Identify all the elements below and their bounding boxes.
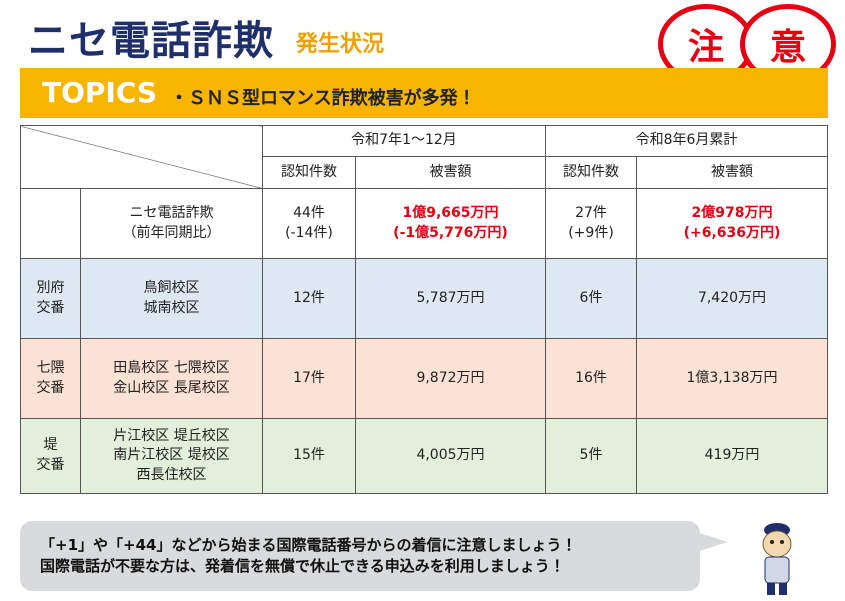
district-cell: 片江校区 堤丘校区 南片江校区 堤校区 西長住校区 xyxy=(80,418,263,494)
cell: 15件 xyxy=(262,418,356,494)
text: 南片江校区 堤校区 xyxy=(113,447,230,464)
cell: 12件 xyxy=(262,258,356,339)
cell: 5,787万円 xyxy=(355,258,546,339)
cell: 4,005万円 xyxy=(355,418,546,494)
total-row: ニセ電話詐欺 （前年同期比） 44件 (-14件) 1億9,665万円 (-1億5,7… xyxy=(20,188,828,259)
cell: 2億978万円 (+6,636万円) xyxy=(636,188,828,259)
column-header: 認知件数 xyxy=(545,156,637,189)
period-header: 令和7年1～12月 xyxy=(262,125,546,157)
total-label: ニセ電話詐欺 （前年同期比） xyxy=(80,188,263,259)
text: 片江校区 堤丘校区 xyxy=(113,427,230,444)
text: (+9件) xyxy=(568,224,614,241)
text: （前年同期比） xyxy=(122,224,221,241)
text: 交番 xyxy=(36,299,65,316)
corner-cell xyxy=(20,125,263,189)
topics-label: TOPICS xyxy=(42,76,158,109)
column-header: 被害額 xyxy=(636,156,828,189)
text: 1億9,665万円 xyxy=(402,204,499,221)
text: 西長住校区 xyxy=(136,466,207,483)
station-cell: 七隈 交番 xyxy=(20,338,81,419)
topics-banner xyxy=(20,68,828,118)
text: 44件 xyxy=(293,204,325,221)
row: 別府 交番 鳥飼校区 城南校区 12件 5,787万円 6件 7,420万円 xyxy=(20,258,828,339)
station-cell: 堤交番 xyxy=(20,418,81,494)
text: 鳥飼校区 xyxy=(143,279,200,296)
cell: 7,420万円 xyxy=(636,258,828,339)
cell: 6件 xyxy=(545,258,637,339)
column-header: 認知件数 xyxy=(262,156,356,189)
cell: 27件 (+9件) xyxy=(545,188,637,259)
row: 堤交番 片江校区 堤丘校区 南片江校区 堤校区 西長住校区 15件 4,005万円 5件 41… xyxy=(20,418,828,494)
district-cell: 鳥飼校区 城南校区 xyxy=(80,258,263,339)
notice-bubble xyxy=(20,521,700,591)
bubble-tail xyxy=(690,530,728,554)
cell: 17件 xyxy=(262,338,356,419)
district-cell: 田島校区 七隈校区 金山校区 長尾校区 xyxy=(80,338,263,419)
text: (-14件) xyxy=(285,224,333,241)
text: 2億978万円 xyxy=(691,204,773,221)
text: 金山校区 長尾校区 xyxy=(113,379,230,396)
cell: 44件 (-14件) xyxy=(262,188,356,259)
cell: 9,872万円 xyxy=(355,338,546,419)
subtitle: 発生状況 xyxy=(296,32,385,57)
text: 交番 xyxy=(36,379,65,396)
text: 城南校区 xyxy=(143,299,200,316)
title: ニセ電話詐欺 xyxy=(28,18,274,64)
text: ニセ電話詐欺 xyxy=(129,204,214,221)
text: 堤 xyxy=(43,437,58,454)
row: 七隈 交番 田島校区 七隈校区 金山校区 長尾校区 17件 9,872万円 16件 1億3,1… xyxy=(20,338,828,419)
text: 田島校区 七隈校区 xyxy=(113,359,230,376)
mascot xyxy=(762,523,792,595)
text: (+6,636万円) xyxy=(683,224,781,241)
cell: 5件 xyxy=(545,418,637,494)
text: 交番 xyxy=(36,457,65,473)
notice: 「+1」や「+44」などから始まる国際電話番号からの着信に注意しましょう！ 国際… xyxy=(40,535,576,577)
header-row: 令和7年1～12月 令和8年6月累計 xyxy=(20,125,828,189)
period-header: 令和8年6月累計 xyxy=(545,125,828,157)
text: 27件 xyxy=(575,204,607,221)
table: 令和7年1～12月 令和8年6月累計 認知件数 被害額 認知件数 被害額 ニセ電… xyxy=(20,125,828,494)
cell: 16件 xyxy=(545,338,637,419)
station-cell: 別府 交番 xyxy=(20,258,81,339)
text: (-1億5,776万円) xyxy=(393,224,508,241)
topics-text: ・ＳＮＳ型ロマンス詐欺被害が多発！ xyxy=(170,88,476,109)
cell xyxy=(20,188,81,259)
notice-line: 国際電話が不要な方は、発着信を無償で休止できる申込みを利用しましょう！ xyxy=(40,557,565,575)
notice-line: 「+1」や「+44」などから始まる国際電話番号からの着信に注意しましょう！ xyxy=(40,536,577,554)
cell: 1億3,138万円 xyxy=(636,338,828,419)
cell: 1億9,665万円 (-1億5,776万円) xyxy=(355,188,546,259)
text: 別府 xyxy=(36,279,65,296)
text: 七隈 xyxy=(36,359,65,376)
cell: 419万円 xyxy=(636,418,828,494)
column-header: 被害額 xyxy=(355,156,546,189)
